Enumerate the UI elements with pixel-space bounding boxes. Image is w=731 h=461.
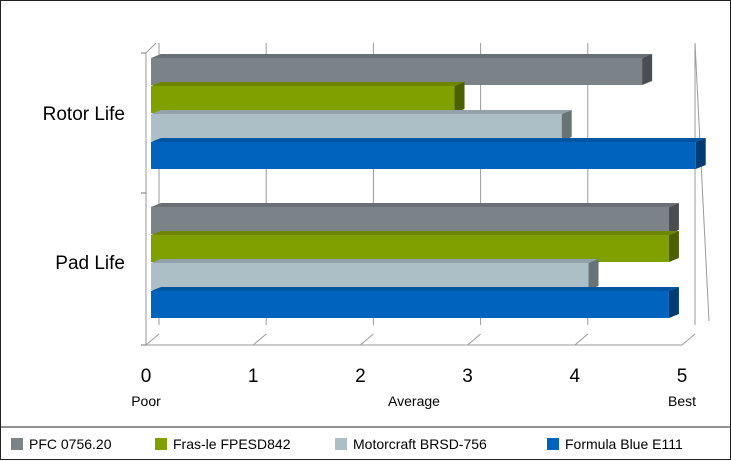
- legend-swatch: [11, 438, 23, 450]
- legend-swatch: [335, 438, 347, 450]
- chart-legend: PFC 0756.20 Fras-le FPESD842 Motorcraft BR…: [1, 426, 731, 452]
- floor-gridline: [681, 333, 696, 346]
- x-tick-label: 3: [462, 366, 473, 387]
- bar: [151, 110, 572, 141]
- floor-gridline: [467, 333, 481, 346]
- floor-gridline: [574, 333, 589, 346]
- legend-label: Formula Blue E111: [565, 436, 683, 452]
- legend-label: Fras-le FPESD842: [173, 436, 291, 452]
- x-tick-label: 2: [355, 366, 366, 387]
- legend-entry: PFC 0756.20: [11, 436, 112, 452]
- wall-edge: [694, 42, 710, 322]
- wall-edge: [145, 42, 157, 54]
- legend-entry: Motorcraft BRSD-756: [335, 436, 487, 452]
- x-qualitative-label: Average: [388, 393, 440, 409]
- bar: [151, 54, 653, 85]
- chart-bars: [151, 54, 706, 318]
- floor-gridline: [252, 333, 267, 346]
- bar: [151, 82, 465, 113]
- x-tick-label: 4: [570, 366, 581, 387]
- legend-label: PFC 0756.20: [29, 436, 112, 452]
- x-qualitative-label: Best: [668, 393, 696, 409]
- x-tick-label: 5: [677, 366, 688, 387]
- bar: [151, 138, 706, 169]
- x-qualitative-label: Poor: [131, 393, 161, 409]
- legend-swatch: [155, 438, 167, 450]
- legend-swatch: [547, 438, 559, 450]
- bar: [151, 203, 679, 234]
- legend-label: Motorcraft BRSD-756: [353, 436, 487, 452]
- bar: [151, 231, 679, 262]
- bar: [151, 259, 599, 290]
- chart-axis: Rotor Life Pad Life 0 1 2 3 4 5 Poor Average Best: [43, 104, 696, 409]
- x-tick-label: 1: [248, 366, 259, 387]
- x-tick-label: 0: [141, 366, 152, 387]
- category-label: Rotor Life: [43, 104, 125, 125]
- category-label: Pad Life: [55, 253, 125, 274]
- legend-entry: Formula Blue E111: [547, 436, 683, 452]
- bar: [151, 287, 679, 318]
- legend-entry: Fras-le FPESD842: [155, 436, 291, 452]
- floor-gridline: [145, 333, 160, 346]
- floor-gridline: [360, 333, 374, 346]
